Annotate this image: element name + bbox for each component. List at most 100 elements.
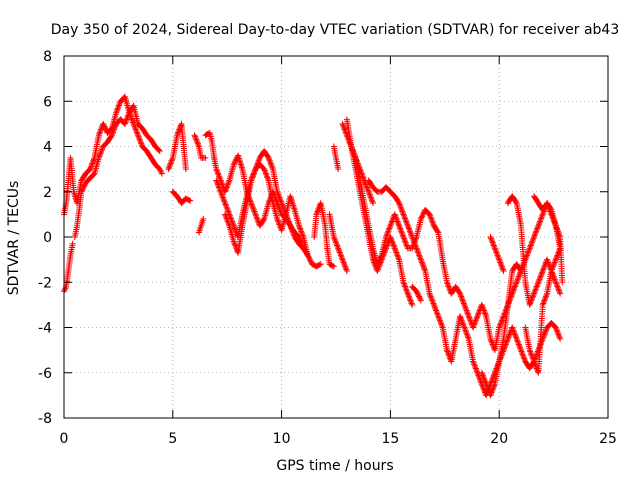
data-point	[267, 159, 274, 166]
data-point	[539, 269, 546, 276]
y-tick-label: 0	[43, 230, 52, 246]
data-point	[138, 140, 145, 147]
y-tick-label: -2	[38, 275, 52, 291]
data-point	[277, 197, 284, 204]
data-point	[459, 296, 466, 303]
data-point	[377, 254, 384, 261]
data-point	[231, 241, 238, 248]
data-point	[335, 166, 342, 173]
data-point	[193, 137, 200, 144]
data-point	[488, 235, 495, 242]
data-point	[464, 332, 471, 339]
data-point	[554, 284, 561, 291]
data-point	[529, 354, 536, 361]
data-point	[394, 252, 401, 259]
data-point	[513, 334, 520, 341]
data-point	[482, 378, 489, 385]
data-point	[342, 129, 349, 136]
data-point	[433, 308, 440, 315]
data-point	[386, 224, 393, 231]
data-point	[251, 168, 258, 175]
data-point	[214, 170, 221, 177]
data-point	[538, 272, 545, 279]
data-point	[225, 209, 232, 216]
y-tick-label: -8	[38, 411, 52, 427]
data-point	[515, 340, 522, 347]
data-point	[404, 290, 411, 297]
data-point	[133, 127, 140, 134]
data-point	[252, 211, 259, 218]
data-point	[436, 317, 443, 324]
data-point	[557, 335, 564, 342]
data-point	[428, 294, 435, 301]
data-point	[89, 159, 96, 166]
data-point	[108, 133, 115, 140]
data-point	[417, 297, 424, 304]
data-point	[230, 161, 237, 168]
data-point	[248, 176, 255, 183]
data-point	[435, 314, 442, 321]
data-point	[401, 282, 408, 289]
data-point	[405, 291, 412, 298]
data-point	[519, 349, 526, 356]
data-point	[418, 259, 425, 266]
data-point	[537, 275, 543, 282]
data-point	[517, 266, 524, 273]
data-point	[217, 176, 224, 183]
series-trace-19	[409, 283, 424, 304]
data-point	[401, 214, 408, 221]
data-point	[225, 208, 232, 215]
data-point	[332, 238, 339, 245]
data-point	[402, 217, 409, 224]
data-point	[499, 265, 506, 272]
data-point	[374, 259, 381, 266]
series-trace-7	[202, 129, 218, 161]
data-point	[492, 246, 499, 253]
data-point	[393, 250, 400, 257]
data-point	[461, 325, 468, 332]
series-trace-12	[311, 200, 331, 252]
data-point	[488, 378, 495, 385]
data-point	[471, 362, 478, 369]
data-point	[534, 282, 541, 289]
data-point	[509, 290, 516, 297]
data-point	[194, 139, 201, 146]
data-point	[458, 293, 465, 300]
data-point	[492, 248, 499, 255]
data-point	[385, 226, 392, 233]
data-point	[62, 285, 69, 292]
data-point	[398, 228, 405, 235]
y-tick-label: 4	[43, 140, 52, 156]
data-point	[253, 212, 260, 219]
data-point	[95, 154, 102, 161]
data-point	[333, 241, 340, 248]
data-point	[496, 324, 503, 331]
data-point	[415, 249, 422, 256]
data-point	[134, 130, 141, 137]
data-point	[113, 108, 120, 115]
data-point	[224, 205, 231, 212]
data-point	[417, 215, 424, 222]
data-point	[482, 310, 489, 317]
data-point	[369, 198, 376, 205]
data-point	[305, 253, 312, 260]
data-point	[123, 118, 130, 125]
series-trace-26	[531, 193, 566, 286]
data-point	[200, 215, 207, 222]
data-point	[551, 276, 558, 283]
data-point	[374, 261, 381, 268]
data-point	[488, 389, 495, 396]
data-point	[230, 238, 237, 245]
data-point	[459, 318, 466, 325]
data-point	[334, 243, 341, 250]
data-point	[340, 258, 347, 265]
data-point	[385, 228, 392, 235]
data-point	[419, 213, 426, 220]
data-point	[540, 299, 547, 306]
data-point	[374, 266, 381, 273]
data-point	[408, 300, 415, 307]
data-point	[466, 314, 473, 321]
data-point	[337, 252, 344, 259]
data-point	[174, 132, 181, 139]
data-point	[421, 266, 428, 273]
